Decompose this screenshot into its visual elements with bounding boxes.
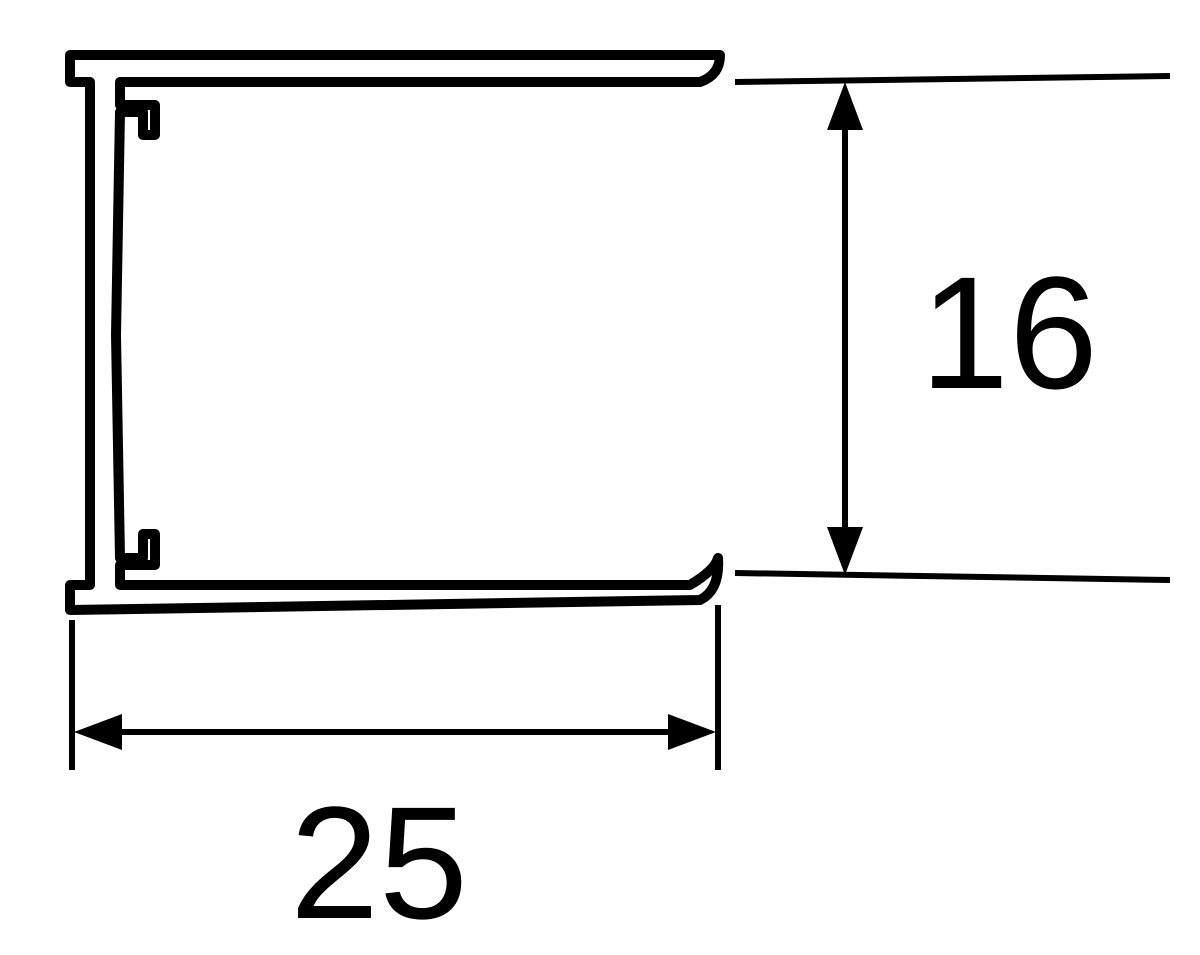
dimension-width-label: 25 (290, 773, 468, 952)
dimension-height-label: 16 (920, 243, 1098, 422)
dimension-height: 16 (735, 76, 1170, 580)
profile-outline (70, 55, 720, 610)
dimension-width: 25 (72, 605, 718, 952)
technical-drawing: 16 25 (0, 0, 1200, 955)
